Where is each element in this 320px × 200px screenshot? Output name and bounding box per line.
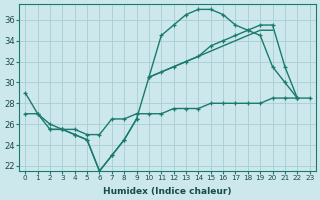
X-axis label: Humidex (Indice chaleur): Humidex (Indice chaleur) bbox=[103, 187, 232, 196]
